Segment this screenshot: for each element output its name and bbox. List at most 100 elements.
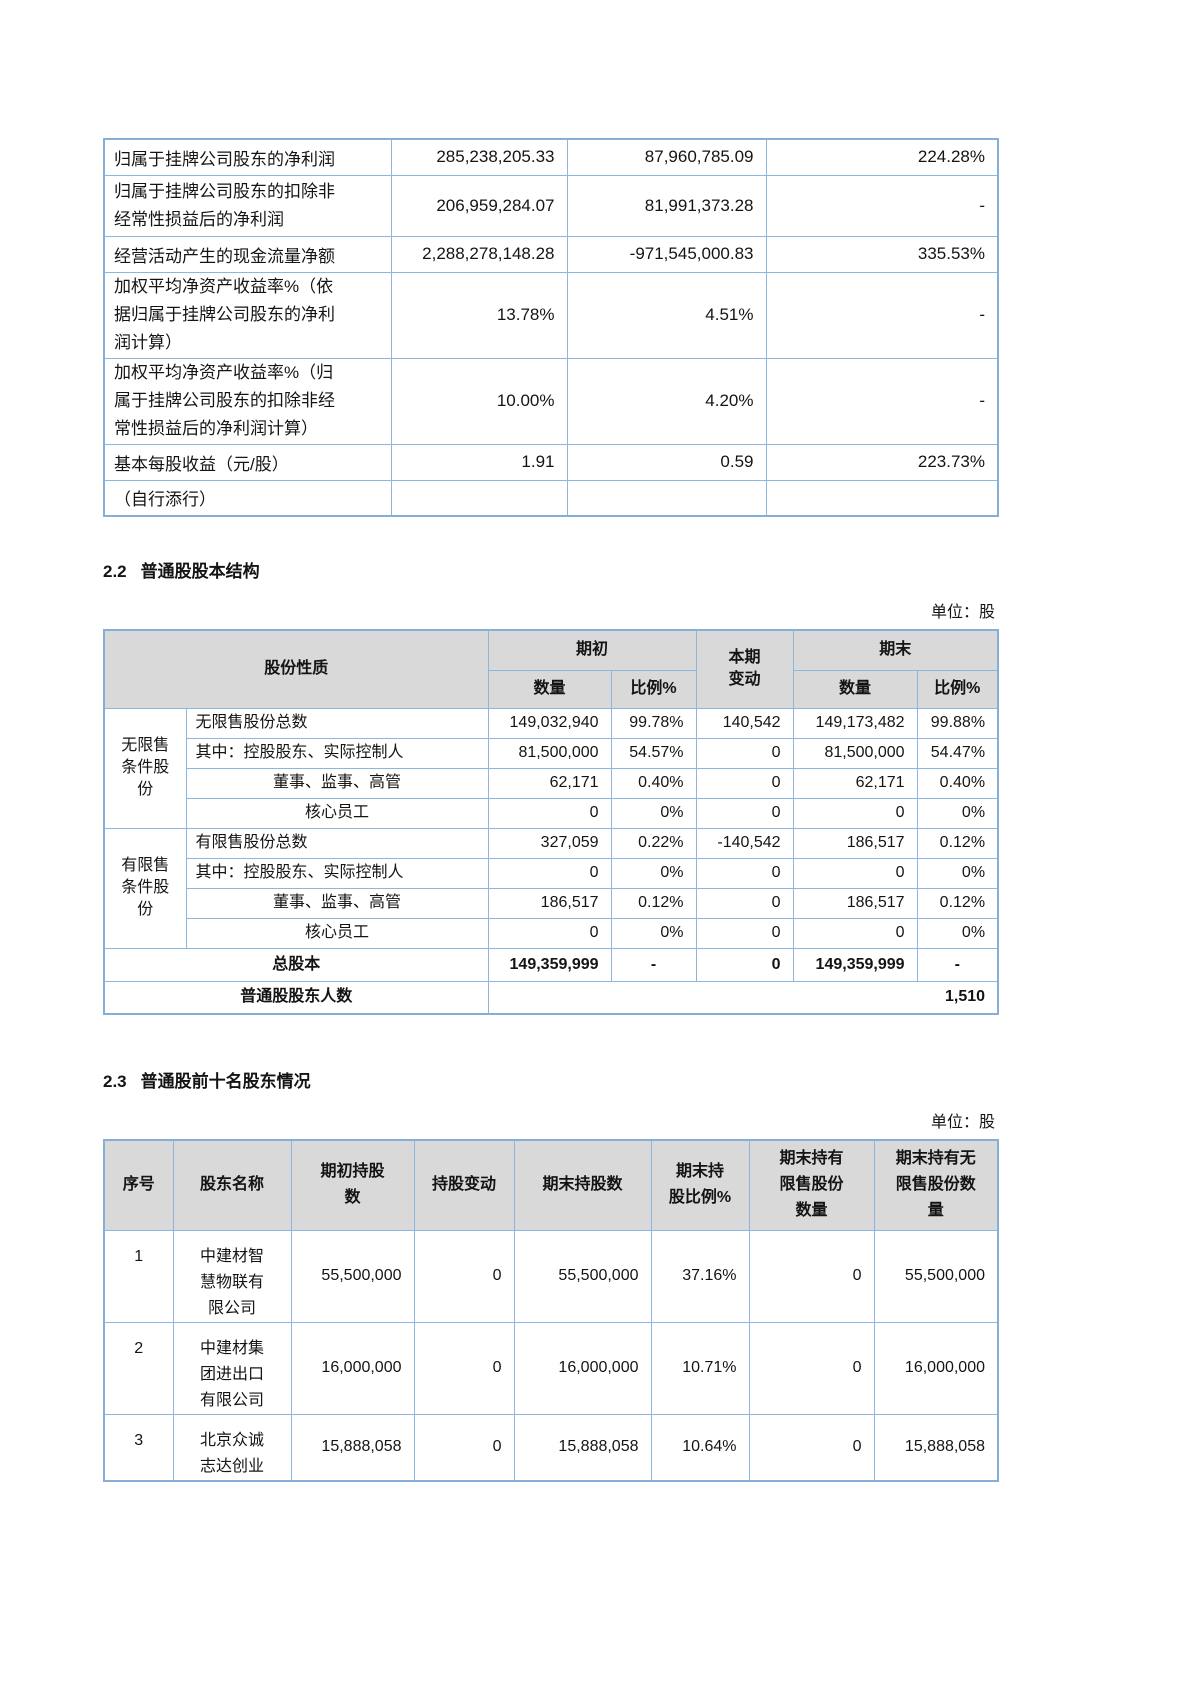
row-label: 董事、监事、高管 — [185, 887, 489, 919]
metric-current-value: 285,238,205.33 — [390, 138, 568, 176]
qty-end: 149,173,482 — [792, 707, 918, 739]
header-begin-shares: 期初持股 数 — [290, 1139, 415, 1231]
change-value: 0 — [695, 887, 794, 919]
row-label: 核心员工 — [185, 797, 489, 829]
qty-end: 0 — [792, 917, 918, 949]
end-restricted: 0 — [748, 1321, 875, 1415]
page-content: 归属于挂牌公司股东的净利润 285,238,205.33 87,960,785.… — [103, 0, 1000, 1482]
row-index: 1 — [103, 1229, 174, 1323]
ratio-end: 0.40% — [916, 767, 999, 799]
ratio-end: 0% — [916, 917, 999, 949]
table-header-row: 股份性质 期初 本期 变动 期末 — [103, 629, 999, 709]
end-ratio: 10.71% — [650, 1321, 750, 1415]
metric-prior-value: 87,960,785.09 — [566, 138, 767, 176]
ratio-end: 54.47% — [916, 737, 999, 769]
table-row: 经营活动产生的现金流量净额 2,288,278,148.28 -971,545,… — [103, 235, 999, 273]
header-ending: 期末 — [792, 629, 999, 671]
table-row: 其中：控股股东、实际控制人 81,500,000 54.57% 0 81,500… — [104, 737, 999, 769]
table-row: 核心员工 0 0% 0 0 0% — [104, 797, 999, 829]
holders-row: 普通股股东人数 1,510 — [103, 980, 999, 1015]
table-row: 有限售 条件股 份 有限售股份总数 327,059 0.22% -140,542… — [103, 827, 999, 949]
table-row: 其中：控股股东、实际控制人 0 0% 0 0 0% — [104, 857, 999, 889]
end-ratio: 10.64% — [650, 1413, 750, 1481]
header-end-shares: 期末持股数 — [513, 1139, 652, 1231]
category-restricted: 有限售 条件股 份 — [103, 827, 187, 949]
header-ratio-end: 比例% — [916, 669, 999, 709]
metric-prior-value: 4.20% — [566, 357, 767, 445]
qty-begin: 186,517 — [487, 887, 612, 919]
metric-label: 加权平均净资产收益率%（依 据归属于挂牌公司股东的净利 润计算） — [103, 271, 392, 359]
end-ratio: 37.16% — [650, 1229, 750, 1323]
holders-count: 1,510 — [487, 980, 999, 1015]
table-header-row: 数量 比例% 数量 比例% — [104, 669, 999, 709]
qty-begin: 0 — [487, 857, 612, 889]
metric-current-value: 13.78% — [390, 271, 568, 359]
table-row: 无限售 条件股 份 无限售股份总数 149,032,940 99.78% 140… — [103, 707, 999, 829]
metric-change-value: 224.28% — [765, 138, 999, 176]
metric-current-value: 206,959,284.07 — [390, 174, 568, 237]
section-number: 2.3 — [103, 1072, 127, 1091]
header-index: 序号 — [103, 1139, 174, 1231]
change-value: 0 — [695, 917, 794, 949]
ratio-end: 0.12% — [916, 887, 999, 919]
end-shares: 15,888,058 — [513, 1413, 652, 1481]
metric-prior-value: 4.51% — [566, 271, 767, 359]
share-change: 0 — [413, 1321, 515, 1415]
ratio-begin: 54.57% — [610, 737, 697, 769]
qty-end: 81,500,000 — [792, 737, 918, 769]
ratio-end: 0.12% — [916, 827, 999, 859]
metric-change-value: - — [765, 271, 999, 359]
change-value: -140,542 — [695, 827, 794, 859]
metric-change-value — [765, 479, 999, 517]
table-row: （自行添行） — [103, 479, 999, 517]
change-value: 0 — [695, 737, 794, 769]
begin-shares: 16,000,000 — [290, 1321, 415, 1415]
ratio-end: 99.88% — [916, 707, 999, 739]
header-beginning: 期初 — [487, 629, 697, 671]
section-2-3-heading: 2.3 普通股前十名股东情况 — [103, 1067, 997, 1092]
qty-begin: 149,032,940 — [487, 707, 612, 739]
table-row: 核心员工 0 0% 0 0 0% — [104, 917, 999, 949]
qty-begin: 62,171 — [487, 767, 612, 799]
category-unrestricted: 无限售 条件股 份 — [103, 707, 187, 829]
table-row: 2 中建材集 团进出口 有限公司 16,000,000 0 16,000,000… — [103, 1321, 999, 1415]
table-row: 1 中建材智 慧物联有 限公司 55,500,000 0 55,500,000 … — [103, 1229, 999, 1323]
change-value: 0 — [695, 857, 794, 889]
end-restricted: 0 — [748, 1229, 875, 1323]
table-row: 归属于挂牌公司股东的扣除非 经常性损益后的净利润 206,959,284.07 … — [103, 174, 999, 237]
section-2-2-heading: 2.2 普通股股本结构 — [103, 557, 997, 582]
metric-current-value: 2,288,278,148.28 — [390, 235, 568, 273]
total-label: 总股本 — [103, 947, 489, 982]
table-row: 3 北京众诚 志达创业 15,888,058 0 15,888,058 10.6… — [103, 1413, 999, 1481]
total-qty-begin: 149,359,999 — [487, 947, 612, 982]
table-row: 归属于挂牌公司股东的净利润 285,238,205.33 87,960,785.… — [103, 138, 999, 176]
row-index: 3 — [103, 1413, 174, 1481]
metric-prior-value: -971,545,000.83 — [566, 235, 767, 273]
shareholder-name: 中建材集 团进出口 有限公司 — [172, 1321, 292, 1415]
qty-begin: 327,059 — [487, 827, 612, 859]
header-end-ratio: 期末持 股比例% — [650, 1139, 750, 1231]
end-unrestricted: 16,000,000 — [873, 1321, 999, 1415]
shareholder-name: 中建材智 慧物联有 限公司 — [172, 1229, 292, 1323]
end-unrestricted: 55,500,000 — [873, 1229, 999, 1323]
end-shares: 16,000,000 — [513, 1321, 652, 1415]
table-header-row: 序号 股东名称 期初持股 数 持股变动 期末持股数 期末持 股比例% 期末持有 … — [103, 1139, 999, 1231]
qty-begin: 81,500,000 — [487, 737, 612, 769]
table-row: 董事、监事、高管 62,171 0.40% 0 62,171 0.40% — [104, 767, 999, 799]
table-row: 加权平均净资产收益率%（归 属于挂牌公司股东的扣除非经 常性损益后的净利润计算）… — [103, 357, 999, 445]
metric-label: 归属于挂牌公司股东的扣除非 经常性损益后的净利润 — [103, 174, 392, 237]
begin-shares: 55,500,000 — [290, 1229, 415, 1323]
total-ratio-begin: - — [610, 947, 697, 982]
ratio-end: 0% — [916, 797, 999, 829]
header-share-change: 持股变动 — [413, 1139, 515, 1231]
metric-change-value: - — [765, 357, 999, 445]
qty-end: 62,171 — [792, 767, 918, 799]
change-value: 0 — [695, 797, 794, 829]
holders-label: 普通股股东人数 — [103, 980, 489, 1015]
row-label: 核心员工 — [185, 917, 489, 949]
total-row: 总股本 149,359,999 - 0 149,359,999 - — [103, 947, 999, 982]
total-qty-end: 149,359,999 — [792, 947, 918, 982]
metric-change-value: 223.73% — [765, 443, 999, 481]
header-ratio-begin: 比例% — [610, 669, 697, 709]
top-shareholders-table: 序号 股东名称 期初持股 数 持股变动 期末持股数 期末持 股比例% 期末持有 … — [103, 1139, 999, 1482]
